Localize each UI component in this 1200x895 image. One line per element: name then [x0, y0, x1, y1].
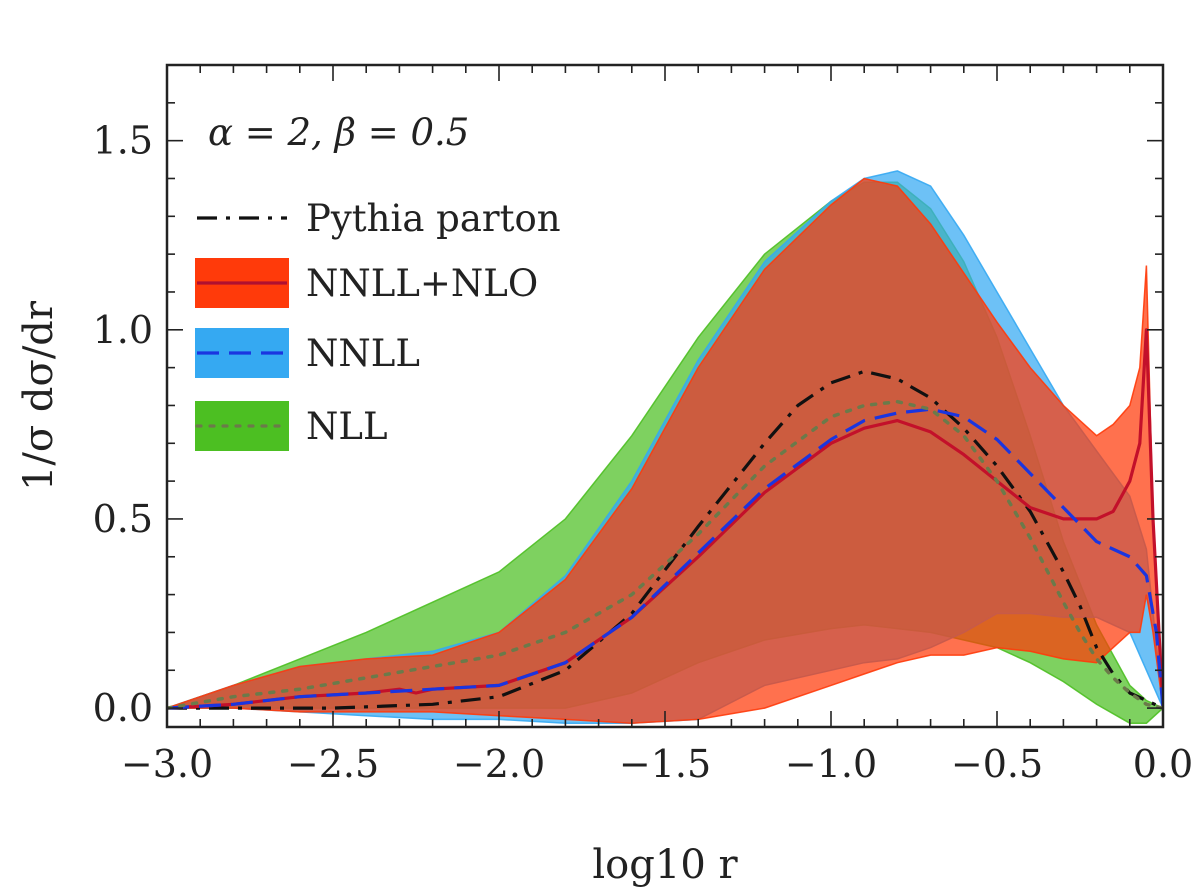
legend-item-nll: NLL — [195, 401, 388, 451]
legend-item-pythia-parton: Pythia parton — [197, 197, 561, 240]
legend-item-nnll-nlo: NNLL+NLO — [195, 258, 538, 308]
line-nll — [167, 399, 1163, 710]
x-tick-label: −2.0 — [453, 742, 545, 786]
legend-label: NNLL — [306, 332, 420, 375]
ticks-layer: −3.0 −2.5 −2.0 −1.5 −1.0 −0.5 0.0 0.0 0.5 1.0 1.5 — [93, 65, 1193, 786]
lines-layer — [167, 328, 1163, 710]
legend-label: NNLL+NLO — [306, 262, 538, 305]
x-tick-label: 0.0 — [1133, 742, 1193, 786]
legend-item-nnll: NNLL — [195, 328, 420, 378]
line-pythia-parton — [167, 369, 1163, 710]
axis-labels: log10 r 1/σ dσ/dr — [16, 300, 738, 888]
legend-label: Pythia parton — [306, 197, 561, 240]
x-tick-label: −3.0 — [121, 742, 213, 786]
legend-label: NLL — [306, 405, 388, 448]
x-tick-label: −1.5 — [619, 742, 711, 786]
y-tick-label: 0.5 — [93, 497, 153, 541]
y-tick-label: 1.5 — [93, 119, 153, 163]
x-tick-label: −1.0 — [785, 742, 877, 786]
x-tick-label: −2.5 — [287, 742, 379, 786]
y-tick-label: 0.0 — [93, 686, 153, 730]
y-axis-label: 1/σ dσ/dr — [16, 300, 62, 491]
line-nnll — [167, 407, 1163, 710]
legend: α = 2, β = 0.5 Pythia parton NNLL+NLO NNLL… — [195, 111, 561, 451]
x-axis-label: log10 r — [592, 842, 738, 888]
legend-title: α = 2, β = 0.5 — [208, 111, 469, 154]
bands-layer — [167, 170, 1163, 724]
band-nnll-nlo — [167, 177, 1163, 724]
x-tick-label: −0.5 — [951, 742, 1043, 786]
y-tick-label: 1.0 — [93, 308, 153, 352]
